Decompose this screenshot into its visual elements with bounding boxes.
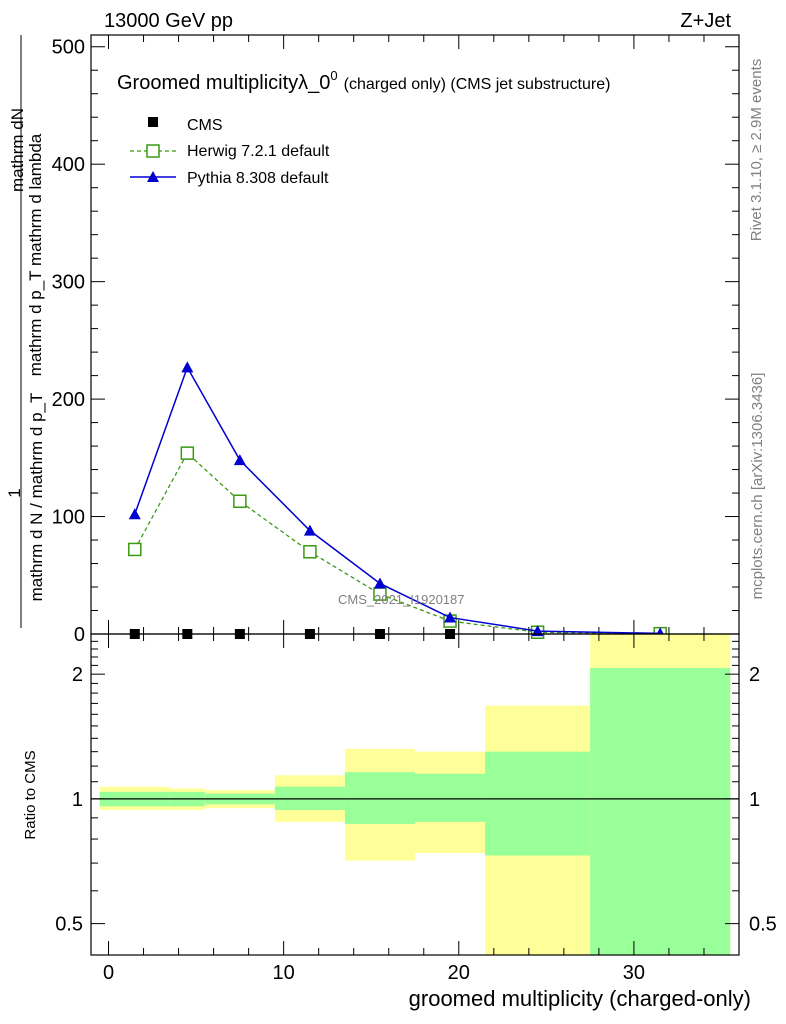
- ylabel-num: mathrm dN: [8, 108, 27, 192]
- title-sup: 0: [330, 68, 337, 83]
- data-point-herwig: [180, 446, 195, 460]
- ratio-band-green: [415, 773, 486, 822]
- series-line-2: [134, 365, 661, 635]
- title-suffix: (charged only) (CMS jet substructure): [344, 76, 611, 93]
- mcplots-label: mcplots.cern.ch [arXiv:1306.3436]: [749, 373, 766, 600]
- lower-y-tick-label-right: 1: [749, 789, 760, 811]
- lower-axis-ticks: 0.5 0.51 12 20 10 20 30: [55, 634, 777, 984]
- data-point-herwig: [128, 542, 142, 557]
- lower-frame: [90, 633, 740, 956]
- upper-y-tick-label: 0: [74, 624, 85, 646]
- legend-marker-pythia: [147, 171, 159, 182]
- upper-y-tick-label: 300: [52, 272, 85, 294]
- ratio-band-green: [485, 751, 591, 856]
- data-point-pythia: [373, 577, 386, 589]
- legend-label-cms: CMS: [187, 117, 223, 134]
- data-point-herwig: [233, 494, 247, 509]
- ratio-ylabel: Ratio to CMS: [22, 750, 39, 839]
- legend: CMS Herwig 7.2.1 default Pythia 8.308 de…: [130, 117, 330, 187]
- header-left: 13000 GeV pp: [104, 10, 233, 32]
- x-axis-label: groomed multiplicity (charged-only): [409, 986, 751, 1011]
- ratio-plot: 0.5 0.51 12 20 10 20 30: [55, 634, 777, 984]
- title-main: Groomed multiplicity: [117, 72, 298, 94]
- legend-marker-herwig: [146, 144, 160, 158]
- ylabel-one: 1: [5, 488, 24, 497]
- upper-y-tick-label: 200: [52, 389, 85, 411]
- data-point-pythia: [233, 454, 246, 466]
- x-tick-label: 0: [103, 962, 114, 984]
- upper-y-tick-label: 100: [52, 507, 85, 529]
- lower-y-tick-label-left: 2: [72, 664, 83, 686]
- upper-y-tick-label: 500: [52, 37, 85, 59]
- data-point-herwig: [303, 545, 317, 559]
- data-point-pythia: [444, 611, 457, 623]
- ylabel-numerator: mathrm dN: [8, 108, 27, 192]
- x-tick-label: 30: [623, 962, 645, 984]
- plot-title: Groomed multiplicityλ_00 (charged only) (…: [117, 68, 610, 94]
- title-lambda: λ_0: [298, 72, 330, 94]
- ylabel-den: mathrm d N / mathrm d p_T: [27, 393, 46, 602]
- legend-label-herwig: Herwig 7.2.1 default: [187, 143, 330, 160]
- upper-axis-ticks: 0 100 200 300 400 500: [52, 35, 739, 646]
- data-point-pythia: [181, 361, 194, 373]
- x-tick-label: 20: [448, 962, 470, 984]
- ylabel-rest: mathrm d p_T mathrm d lambda: [26, 133, 45, 376]
- lower-y-tick-label-right: 0.5: [749, 914, 777, 936]
- lower-y-tick-label-left: 1: [72, 789, 83, 811]
- ratio-band-green: [590, 667, 731, 955]
- upper-ylabel: mathrm dN mathrm d p_T mathrm d lambda 1…: [5, 35, 46, 628]
- x-tick-label: 10: [273, 962, 295, 984]
- lower-y-tick-label-left: 0.5: [55, 914, 83, 936]
- data-point-pythia: [531, 625, 544, 637]
- data-point-pythia: [303, 524, 316, 536]
- ratio-bands: [99, 634, 731, 955]
- lower-y-tick-label-right: 2: [749, 664, 760, 686]
- upper-y-tick-label: 400: [52, 154, 85, 176]
- rivet-label: Rivet 3.1.10, ≥ 2.9M events: [748, 59, 765, 242]
- legend-marker-cms: [148, 117, 158, 127]
- series-line-1: [134, 452, 661, 635]
- header-right: Z+Jet: [680, 10, 731, 32]
- watermark: CMS_2021_I1920187: [338, 592, 465, 607]
- legend-label-pythia: Pythia 8.308 default: [187, 170, 329, 187]
- data-point-pythia: [128, 508, 141, 520]
- ratio-band-green: [344, 772, 415, 824]
